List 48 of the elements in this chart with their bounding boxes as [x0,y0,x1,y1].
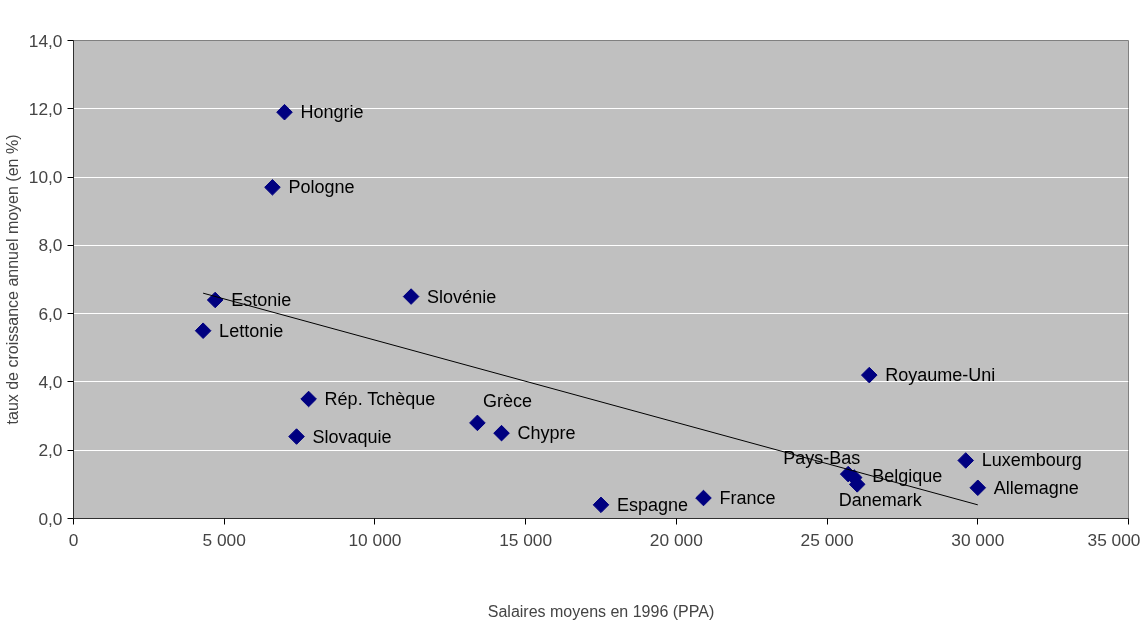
annotation: Hongrie [300,102,364,123]
point [194,322,212,339]
annotation: Grèce [482,390,532,411]
annotation: Luxembourg [981,450,1082,471]
point [493,424,510,442]
x-tick-label: 5 000 [202,529,246,550]
x-tick-label: 30 000 [951,529,1005,550]
y-tick-label: 8,0 [38,235,63,256]
point [860,366,878,384]
y-tick-label: 14,0 [28,30,63,51]
y-tick-label: 12,0 [28,98,63,119]
annotation: Slovaquie [312,426,392,447]
annotation: Royaume-Uni [885,365,996,386]
annotation: Espagne [617,494,689,515]
y-tick-label: 6,0 [38,303,63,324]
y-tick-label: 2,0 [38,440,63,461]
point [469,414,486,432]
y-axis-title: taux de croissance annuel moyen (en %) [3,134,21,425]
annotation: Danemark [838,490,923,511]
annotation: Rép. Tchèque [324,389,436,409]
x-tick-label: 10 000 [348,529,402,550]
point [300,390,317,408]
point [276,103,293,121]
x-tick-label: 20 000 [649,529,703,550]
point [969,479,987,497]
x-tick-label: 0 [68,529,79,550]
annotation: Chypre [517,423,576,444]
x-tick-label: 35 000 [1087,529,1141,550]
annotation: France [719,488,776,509]
point [957,452,975,469]
annotation: Belgique [872,465,943,486]
annotation: Lettonie [219,320,284,341]
x-tick-label: 15 000 [499,529,553,550]
annotation: Pologne [288,177,355,198]
point [206,291,224,309]
point [264,179,281,196]
annotation: Allemagne [993,477,1079,498]
point [695,489,712,507]
y-tick-label: 4,0 [38,371,63,392]
point [592,496,610,514]
point [402,288,420,305]
y-tick-label: 10,0 [28,167,63,188]
annotation: Estonie [231,289,292,310]
y-tick-label: 0,0 [38,508,63,529]
x-axis-title: Salaires moyens en 1996 (PPA) [487,602,715,620]
x-tick-label: 25 000 [800,529,854,550]
point [288,428,305,445]
annotation: Slovénie [427,286,497,307]
